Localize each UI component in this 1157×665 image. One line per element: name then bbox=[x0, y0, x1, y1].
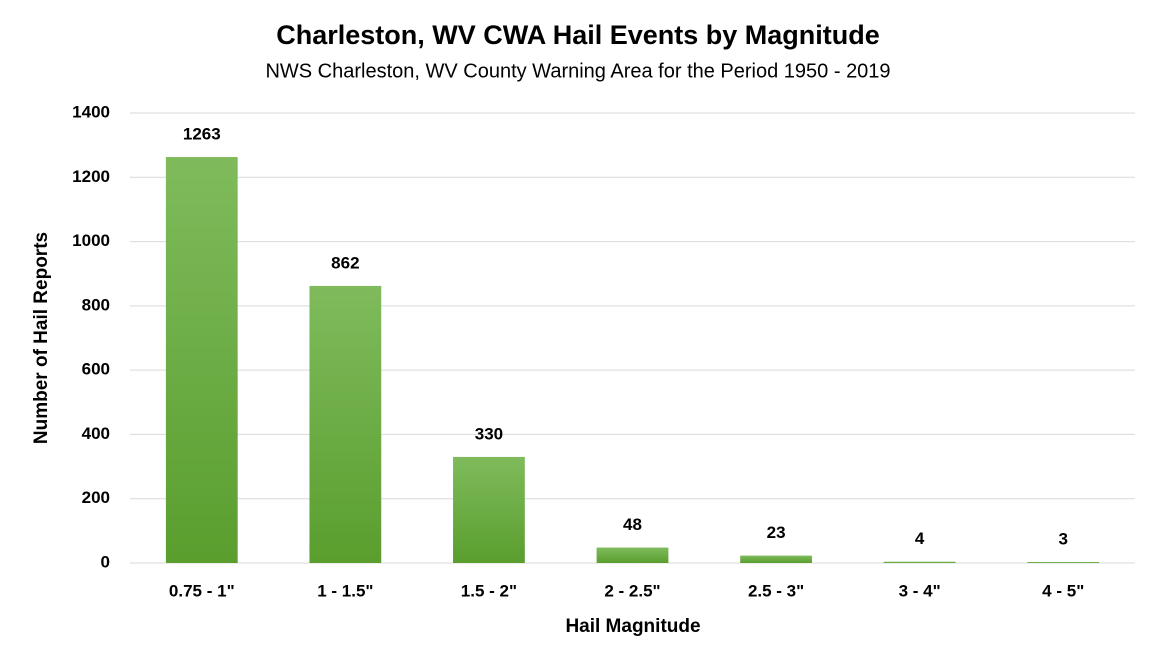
bar bbox=[740, 555, 812, 563]
chart-subtitle: NWS Charleston, WV County Warning Area f… bbox=[265, 60, 890, 82]
x-tick-label: 0.75 - 1" bbox=[169, 581, 235, 600]
x-tick-label: 1 - 1.5" bbox=[317, 581, 373, 600]
x-tick-label: 2.5 - 3" bbox=[748, 581, 804, 600]
x-tick-label: 1.5 - 2" bbox=[461, 581, 517, 600]
bar bbox=[453, 456, 525, 563]
data-label: 3 bbox=[1058, 530, 1067, 549]
y-tick-label: 1400 bbox=[72, 102, 110, 121]
data-label: 4 bbox=[915, 529, 925, 548]
chart-title: Charleston, WV CWA Hail Events by Magnit… bbox=[276, 20, 880, 50]
y-axis-label: Number of Hail Reports bbox=[31, 232, 52, 444]
y-tick-label: 800 bbox=[82, 295, 110, 314]
y-tick-label: 200 bbox=[82, 488, 110, 507]
y-tick-label: 1000 bbox=[72, 231, 110, 250]
y-tick-label: 400 bbox=[82, 424, 110, 443]
data-label: 330 bbox=[475, 424, 503, 443]
data-label: 23 bbox=[767, 523, 786, 542]
bar bbox=[596, 547, 669, 563]
bar bbox=[1027, 562, 1100, 563]
y-tick-label: 600 bbox=[82, 360, 110, 379]
x-tick-label: 4 - 5" bbox=[1042, 581, 1084, 600]
x-axis-label: Hail Magnitude bbox=[565, 616, 700, 637]
y-tick-label: 1200 bbox=[72, 167, 110, 186]
bar bbox=[165, 157, 238, 564]
x-tick-label: 3 - 4" bbox=[899, 581, 941, 600]
y-tick-label: 0 bbox=[101, 552, 110, 571]
data-label: 862 bbox=[331, 253, 359, 272]
bar bbox=[309, 285, 382, 563]
data-label: 48 bbox=[623, 515, 642, 534]
bar bbox=[883, 561, 956, 563]
x-tick-label: 2 - 2.5" bbox=[604, 581, 660, 600]
data-label: 1263 bbox=[183, 125, 221, 144]
